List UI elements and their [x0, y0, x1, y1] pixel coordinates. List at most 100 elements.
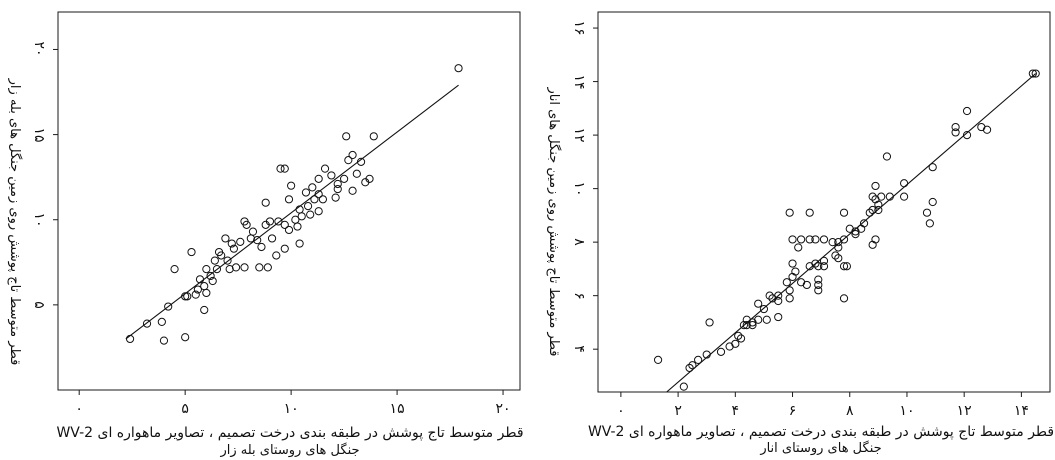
data-point — [871, 181, 880, 191]
data-point — [301, 188, 311, 197]
data-point — [928, 163, 937, 172]
data-point — [191, 290, 200, 299]
data-point — [348, 150, 357, 160]
y-tick-label: ۶ — [571, 291, 587, 300]
data-point — [318, 195, 328, 204]
data-point — [272, 251, 281, 260]
right-scatter-plot — [593, 11, 1051, 397]
data-point — [187, 247, 196, 257]
data-point — [868, 192, 877, 201]
data-point — [284, 195, 294, 204]
data-point — [694, 355, 703, 364]
x-tick-label: ۱۵ — [389, 401, 405, 417]
data-point — [788, 235, 797, 244]
x-tick-label: ۱۴ — [1013, 403, 1029, 419]
fit-line — [666, 73, 1037, 392]
data-point — [303, 202, 313, 211]
data-point — [805, 208, 814, 217]
data-point — [788, 259, 797, 268]
y-tick-label: ۱۲ — [571, 127, 587, 143]
data-point — [284, 225, 294, 235]
data-point — [842, 262, 851, 271]
data-point — [962, 106, 972, 116]
data-point — [365, 174, 374, 183]
data-point — [1028, 69, 1037, 78]
data-point — [962, 131, 972, 140]
data-point — [785, 286, 794, 295]
data-point — [839, 235, 849, 244]
data-point — [845, 224, 854, 233]
left-scatter-plot — [53, 11, 521, 395]
data-point — [159, 336, 169, 345]
data-point — [253, 236, 262, 245]
y-tick-label: ۱۴ — [571, 74, 587, 90]
data-point — [297, 212, 306, 221]
data-point — [352, 169, 361, 178]
y-tick-label: ۵ — [31, 301, 47, 309]
data-point — [164, 302, 173, 311]
y-tick-label: ۲۰ — [31, 41, 47, 57]
data-point — [874, 205, 883, 215]
data-point — [805, 235, 814, 244]
data-point — [731, 339, 740, 348]
data-point — [181, 333, 190, 342]
x-axis-title: قطر متوسط تاج پوشش در طبقه بندی درخت تصم… — [40, 424, 540, 442]
data-point — [734, 331, 743, 340]
data-point — [225, 265, 234, 274]
data-point — [802, 280, 811, 290]
data-point — [782, 278, 791, 287]
data-points-group — [653, 69, 1040, 391]
data-point — [229, 244, 238, 253]
y-axis-title-text: قطر متوسط تاج پوشش روی زمین جنگل های بله… — [7, 78, 22, 366]
y-tick-label: ۱۰ — [571, 181, 587, 197]
data-point — [925, 219, 934, 228]
y-tick-label: ۸ — [571, 238, 587, 246]
data-point — [454, 64, 463, 73]
data-point — [308, 183, 317, 192]
fit-line — [125, 84, 459, 340]
data-point — [280, 244, 289, 253]
data-point — [814, 280, 823, 290]
data-point — [257, 242, 266, 252]
data-point — [267, 234, 277, 243]
data-point — [819, 256, 829, 265]
data-point — [705, 318, 714, 327]
data-point — [314, 207, 323, 216]
data-point — [223, 256, 232, 265]
x-axis-subtitle: جنگل های روستای بله زار — [40, 442, 540, 460]
data-point — [202, 288, 211, 298]
data-point — [210, 256, 219, 265]
data-point — [217, 251, 226, 260]
data-point — [314, 174, 323, 183]
data-point — [797, 235, 806, 244]
data-point — [202, 265, 211, 274]
data-point — [333, 184, 342, 194]
data-point — [871, 235, 880, 244]
data-point — [742, 321, 751, 330]
x-tick-label: ۶ — [788, 403, 797, 419]
x-axis-subtitle: جنگل های روستای انار — [588, 440, 1054, 458]
data-point — [342, 132, 351, 141]
x-tick-label: ۱۲ — [956, 403, 972, 419]
y-tick-label: ۱۵ — [31, 127, 47, 143]
x-tick-label: ۸ — [845, 403, 854, 419]
data-point — [839, 294, 849, 303]
data-points-group — [125, 64, 463, 345]
data-point — [293, 222, 302, 231]
x-axis-title: قطر متوسط تاج پوشش در طبقه بندی درخت تصم… — [588, 423, 1054, 441]
data-point — [814, 275, 823, 284]
data-point — [754, 299, 763, 308]
data-point — [900, 192, 909, 201]
data-point — [759, 304, 769, 314]
x-tick-label: ۵ — [181, 401, 189, 417]
data-point — [261, 220, 270, 229]
data-point — [306, 210, 315, 219]
data-point — [276, 164, 285, 173]
data-point — [951, 128, 960, 137]
data-point — [287, 181, 296, 190]
data-point — [1031, 69, 1040, 78]
data-point — [882, 152, 892, 161]
data-point — [716, 347, 726, 356]
x-tick-label: ۰ — [617, 403, 625, 419]
data-point — [280, 164, 289, 173]
